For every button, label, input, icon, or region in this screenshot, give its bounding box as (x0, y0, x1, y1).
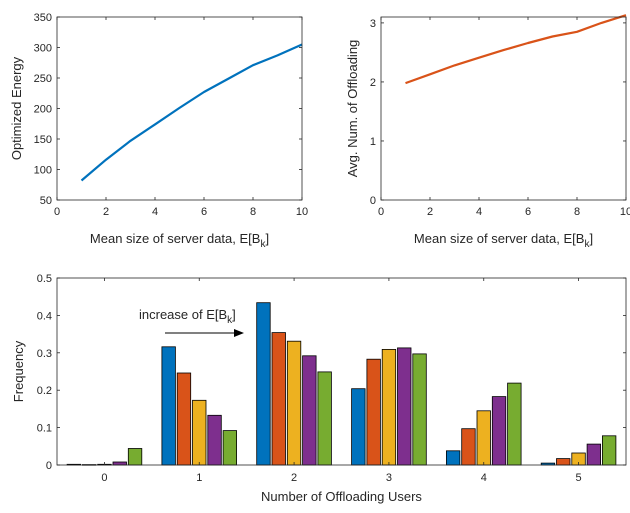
x-tick-label: 0 (54, 206, 60, 218)
bar (303, 356, 317, 465)
bar (208, 415, 222, 465)
x-tick-label: 4 (476, 206, 482, 218)
x-tick-label: 3 (386, 472, 392, 484)
y-axis-label: Frequency (11, 340, 26, 402)
x-tick-label: 0 (378, 206, 384, 218)
x-axis-label: Mean size of server data, E[Bk] (90, 231, 269, 250)
bar (193, 400, 207, 465)
bar (587, 444, 601, 465)
y-tick-label: 200 (34, 104, 52, 116)
series-line (82, 45, 303, 181)
x-ticks: 0 2 4 6 8 10 (54, 17, 308, 218)
y-tick-label: 0.3 (37, 348, 52, 360)
bar (128, 449, 142, 466)
y-tick-label: 0.4 (37, 310, 52, 322)
bar (557, 459, 571, 465)
y-tick-label: 0 (370, 195, 376, 207)
bar (272, 333, 286, 465)
x-tick-label: 6 (201, 206, 207, 218)
y-tick-label: 0.1 (37, 423, 52, 435)
bar (257, 303, 271, 465)
line-series-offloading (405, 15, 626, 83)
x-axis-label: Mean size of server data, E[Bk] (414, 231, 593, 250)
bar (287, 341, 301, 465)
bar (318, 372, 332, 465)
series-line (406, 15, 627, 83)
bar (477, 411, 491, 465)
x-tick-label: 5 (576, 472, 582, 484)
x-tick-label: 2 (427, 206, 433, 218)
bar (162, 347, 176, 465)
y-tick-label: 0 (46, 460, 52, 472)
y-ticks: 0 1 2 3 (370, 18, 626, 207)
x-ticks: 0 2 4 6 8 10 (378, 17, 630, 218)
x-tick-label: 2 (103, 206, 109, 218)
bar (602, 436, 616, 465)
x-tick-label: 0 (101, 472, 107, 484)
x-tick-label: 1 (196, 472, 202, 484)
y-ticks: 50 100 150 200 250 300 350 (34, 12, 302, 207)
x-tick-label: 10 (296, 206, 308, 218)
bar (398, 348, 412, 465)
y-tick-label: 0.5 (37, 273, 52, 285)
bar (382, 349, 396, 465)
y-tick-label: 1 (370, 136, 376, 148)
bar (352, 389, 366, 465)
y-tick-label: 50 (40, 195, 52, 207)
x-axis-label: Number of Offloading Users (261, 489, 422, 504)
y-tick-label: 150 (34, 134, 52, 146)
axes-frame (381, 17, 626, 200)
bar (413, 354, 427, 465)
annotation-arrow-head (234, 329, 244, 337)
x-tick-label: 2 (291, 472, 297, 484)
y-tick-label: 2 (370, 77, 376, 89)
bar (177, 373, 191, 465)
y-tick-label: 300 (34, 43, 52, 55)
y-tick-label: 3 (370, 18, 376, 30)
x-tick-label: 4 (481, 472, 487, 484)
panel-avg-offloading: 0 2 4 6 8 10 0 1 2 3 Mean size of server data, E… (345, 15, 630, 250)
x-tick-label: 4 (152, 206, 158, 218)
x-tick-label: 8 (250, 206, 256, 218)
y-tick-label: 350 (34, 12, 52, 24)
bar (223, 431, 237, 465)
panel-frequency: 0 1 2 3 4 5 0 0.1 0.2 0.3 0.4 0.5 Number of Offloa… (11, 273, 626, 504)
x-tick-label: 6 (525, 206, 531, 218)
y-tick-label: 100 (34, 165, 52, 177)
y-tick-label: 0.2 (37, 385, 52, 397)
y-axis-label: Optimized Energy (9, 56, 24, 160)
bar (113, 462, 127, 465)
y-axis-label: Avg. Num. of Offloading (345, 40, 360, 178)
x-tick-label: 10 (620, 206, 630, 218)
y-tick-label: 250 (34, 73, 52, 85)
bar (492, 397, 506, 465)
bar (367, 359, 381, 465)
annotation-text: increase of E[Bk] (139, 307, 236, 326)
bar (462, 429, 476, 465)
panel-optimized-energy: 0 2 4 6 8 10 50 100 150 200 250 300 350 Mean size o… (9, 12, 308, 250)
bar (446, 451, 460, 465)
bar-groups (67, 303, 616, 466)
x-tick-label: 8 (574, 206, 580, 218)
line-series-energy (81, 44, 302, 180)
bar (508, 383, 521, 465)
